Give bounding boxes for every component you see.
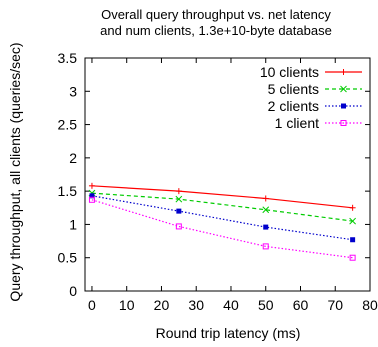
legend-marker xyxy=(341,103,346,109)
data-point xyxy=(88,196,95,203)
y-axis-label: Query throughput, all clients (queries/s… xyxy=(7,42,23,301)
x-tick-label: 30 xyxy=(188,297,204,313)
y-tick-label: 1.5 xyxy=(58,183,78,199)
series-line xyxy=(91,199,353,259)
series-1 xyxy=(88,182,356,211)
axis-ticks: 0 10 20 30 40 50 60 70 80 0 0.5 1 1.5 2 2.5 3 3.5 xyxy=(58,50,378,313)
legend-label: 5 clients xyxy=(268,81,319,97)
y-tick-label: 2.5 xyxy=(58,117,78,133)
legend-marker xyxy=(340,69,347,75)
data-point xyxy=(349,254,356,261)
series-layer xyxy=(88,182,356,261)
legend-label: 1 client xyxy=(275,115,319,131)
legend-entry: 10 clients xyxy=(260,64,362,80)
series-line xyxy=(91,195,353,241)
data-point xyxy=(350,237,356,243)
y-tick-label: 0 xyxy=(69,283,77,299)
chart-title-line-2: and num clients, 1.3e+10-byte database xyxy=(100,23,332,38)
legend-entry: 1 client xyxy=(275,115,362,131)
data-point xyxy=(263,224,269,230)
x-tick-label: 60 xyxy=(293,297,309,313)
chart-title-line-1: Overall query throughput vs. net latency xyxy=(101,7,331,22)
data-point xyxy=(89,193,95,199)
plot-frame xyxy=(84,57,371,292)
y-tick-label: 3.5 xyxy=(58,50,78,66)
x-tick-label: 50 xyxy=(258,297,274,313)
series-2 xyxy=(88,189,356,225)
series-line xyxy=(91,185,353,209)
series-line xyxy=(91,192,353,222)
legend-label: 10 clients xyxy=(260,64,319,80)
legend-entry: 5 clients xyxy=(268,81,362,97)
legend-marker xyxy=(340,85,347,93)
y-tick-label: 0.5 xyxy=(58,250,78,266)
data-point xyxy=(175,195,183,203)
x-tick-label: 10 xyxy=(119,297,135,313)
data-point xyxy=(262,206,270,214)
legend-label: 2 clients xyxy=(268,98,319,114)
legend-marker xyxy=(340,120,347,126)
data-point xyxy=(175,223,182,230)
series-4 xyxy=(88,196,356,261)
y-tick-label: 3 xyxy=(69,83,77,99)
data-point xyxy=(88,182,95,189)
y-tick-label: 2 xyxy=(69,150,77,166)
x-tick-label: 80 xyxy=(362,297,378,313)
data-point xyxy=(262,195,269,202)
x-axis-label: Round trip latency (ms) xyxy=(156,325,301,341)
x-tick-label: 0 xyxy=(88,297,96,313)
legend-entry: 2 clients xyxy=(268,98,362,114)
series-3 xyxy=(89,193,356,243)
y-tick-label: 1 xyxy=(69,216,77,232)
data-point xyxy=(349,204,356,211)
data-point xyxy=(349,217,356,225)
data-point xyxy=(176,208,182,214)
data-point xyxy=(262,243,269,250)
data-point xyxy=(175,188,182,195)
x-tick-label: 70 xyxy=(327,297,343,313)
x-tick-label: 20 xyxy=(154,297,170,313)
x-tick-label: 40 xyxy=(223,297,239,313)
